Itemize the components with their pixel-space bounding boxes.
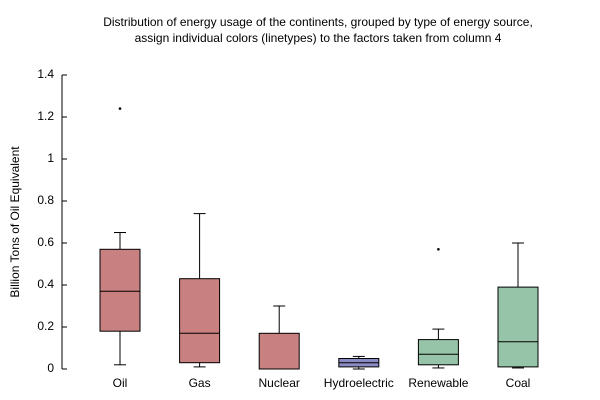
x-tick-label: Gas xyxy=(189,376,211,390)
chart-title: assign individual colors (linetypes) to … xyxy=(135,31,502,45)
y-tick-label: 0.4 xyxy=(37,277,54,291)
x-tick-label: Nuclear xyxy=(259,376,300,390)
box xyxy=(179,278,221,364)
y-tick-label: 0.8 xyxy=(37,193,54,207)
outlier xyxy=(118,107,122,110)
x-tick-label: Hydroelectric xyxy=(324,376,394,390)
x-tick-label: Renewable xyxy=(408,376,468,390)
chart-title: Distribution of energy usage of the cont… xyxy=(103,15,533,29)
box xyxy=(99,248,141,332)
y-tick-label: 1.2 xyxy=(37,109,54,123)
y-tick-label: 0.2 xyxy=(37,319,54,333)
y-axis-label: Billion Tons of Oil Equivalent xyxy=(8,146,22,298)
x-tick-label: Oil xyxy=(113,376,128,390)
y-tick-label: 0.6 xyxy=(37,235,54,249)
box xyxy=(417,339,459,366)
outlier xyxy=(437,248,440,251)
y-tick-label: 1.4 xyxy=(37,67,54,81)
box xyxy=(258,332,300,370)
box xyxy=(497,286,539,368)
y-tick-label: 0 xyxy=(47,361,54,375)
y-tick-label: 1 xyxy=(47,151,54,165)
x-tick-label: Coal xyxy=(506,376,531,390)
